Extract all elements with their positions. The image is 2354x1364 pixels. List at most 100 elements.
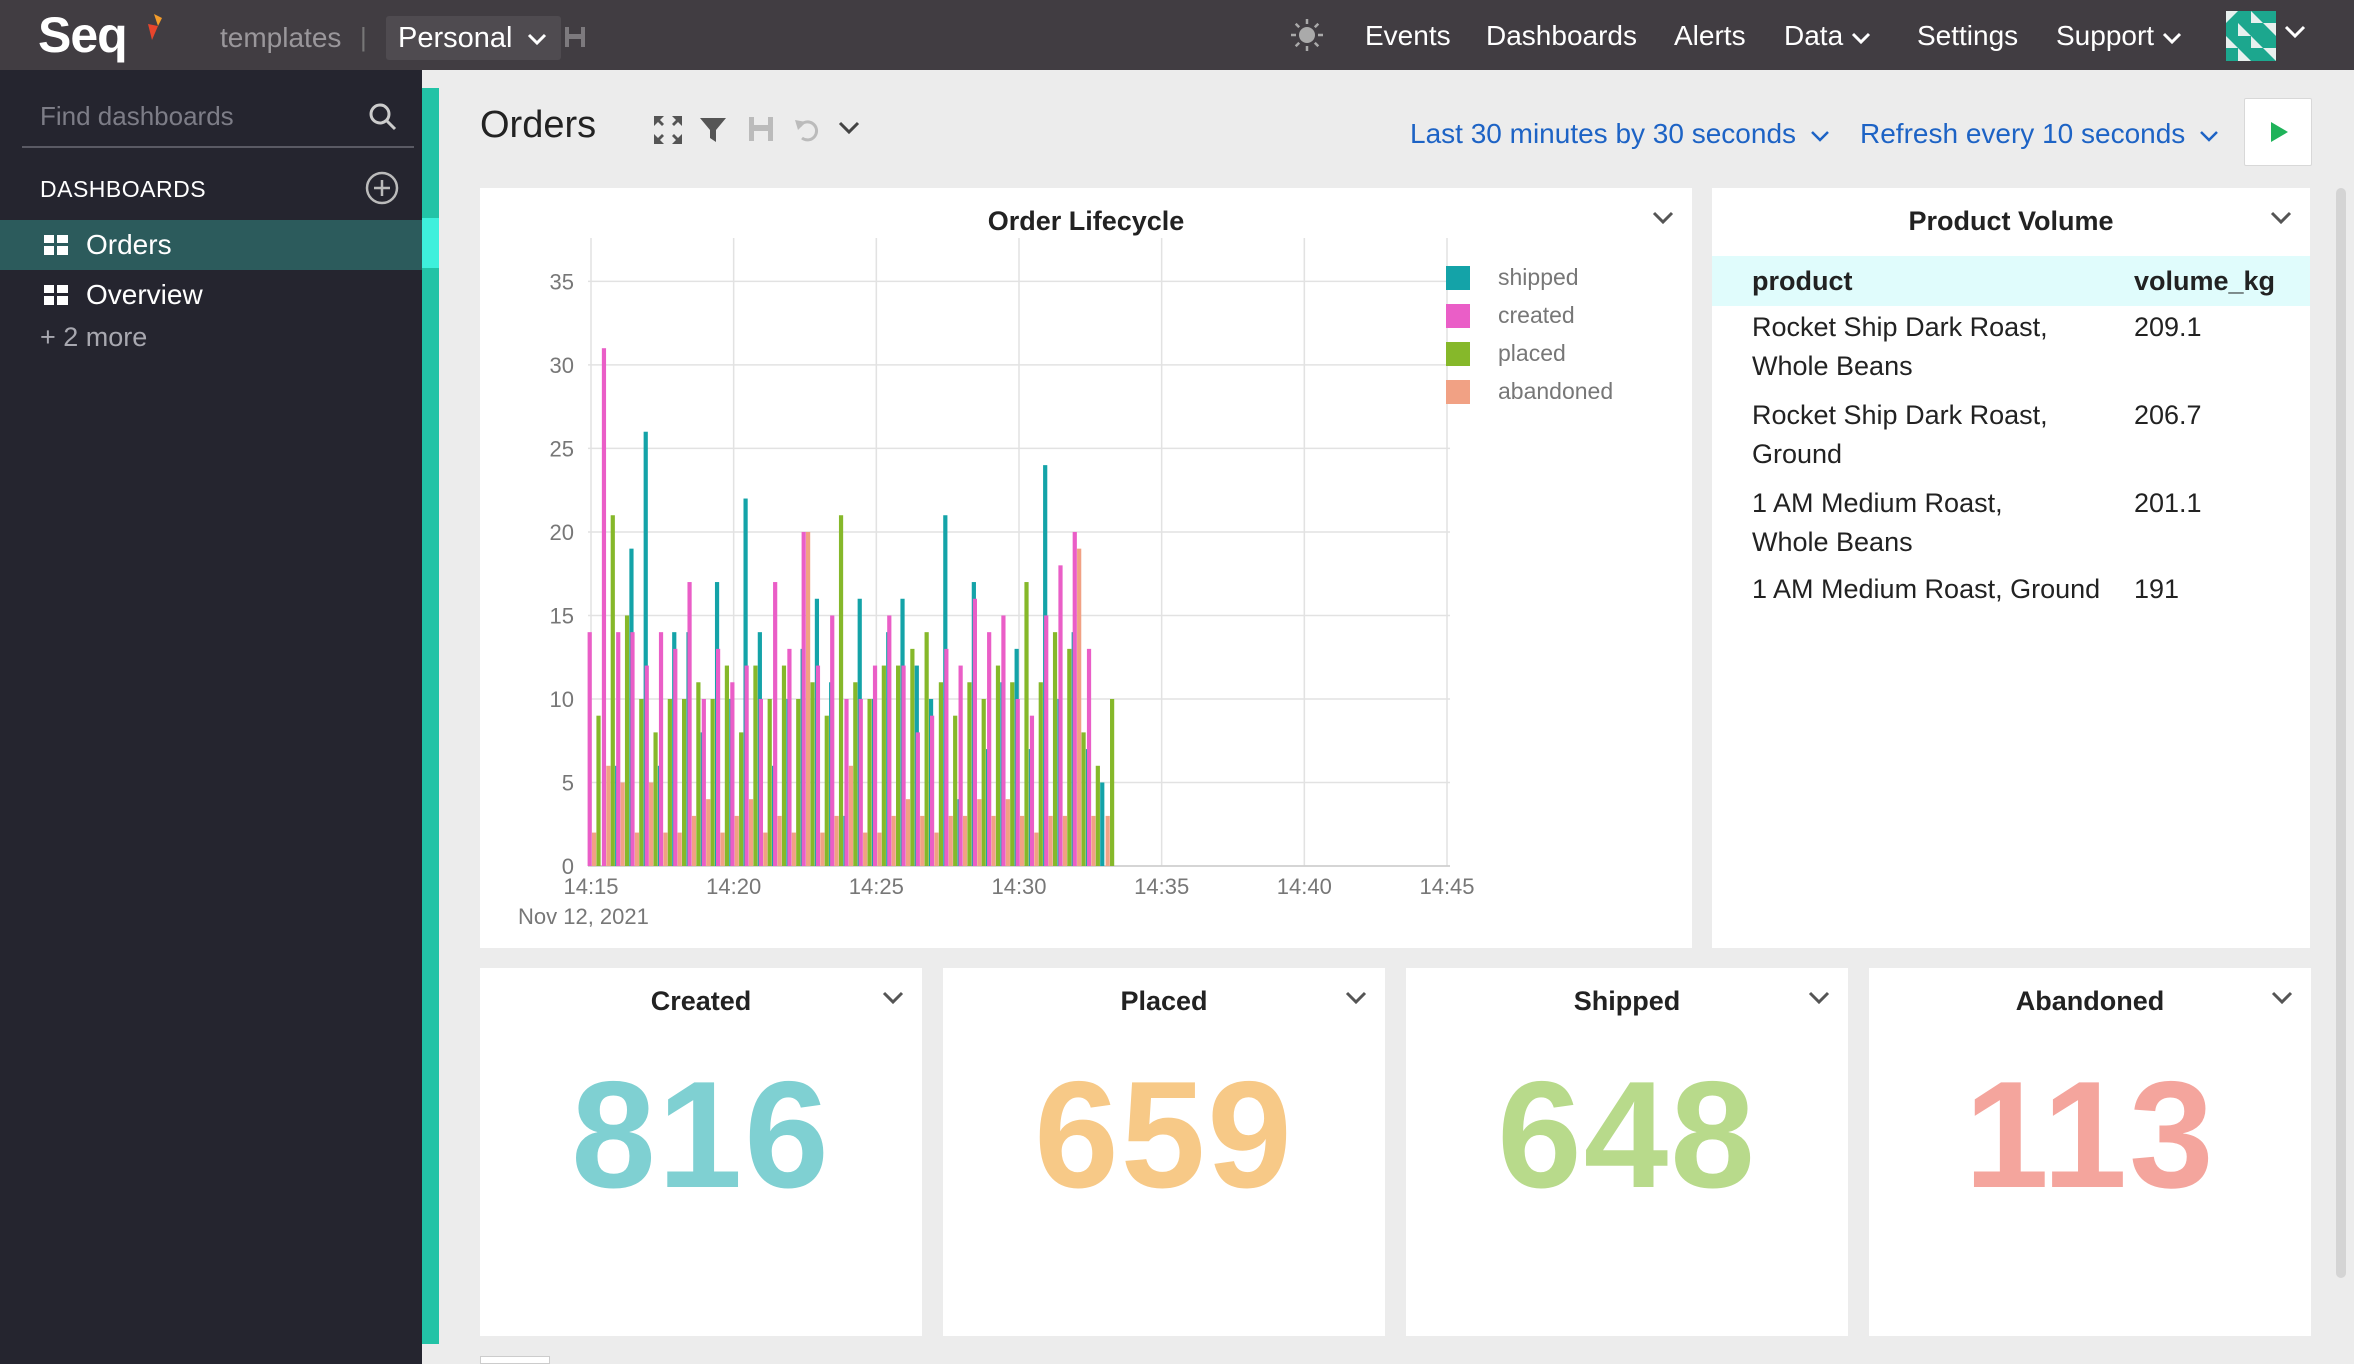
seq-logo[interactable]: Seq [38, 7, 128, 63]
bar-placed[interactable] [824, 715, 829, 866]
bar-abandoned[interactable] [905, 799, 911, 866]
add-dashboard-icon[interactable] [364, 170, 400, 206]
bar-abandoned[interactable] [1034, 832, 1039, 866]
bar-created[interactable] [872, 665, 878, 866]
search-icon[interactable] [368, 102, 398, 132]
bar-created[interactable] [687, 582, 692, 866]
bar-placed[interactable] [981, 698, 986, 866]
bar-created[interactable] [630, 632, 635, 866]
legend-item-shipped[interactable]: shipped [1446, 264, 1579, 291]
bar-placed[interactable] [1067, 648, 1072, 866]
run-button[interactable] [2244, 98, 2312, 166]
bar-placed[interactable] [1038, 682, 1043, 866]
bar-abandoned[interactable] [1062, 815, 1068, 866]
bar-created[interactable] [744, 665, 749, 866]
bar-abandoned[interactable] [634, 832, 640, 866]
bar-abandoned[interactable] [991, 815, 996, 866]
bar-abandoned[interactable] [1077, 548, 1082, 866]
chevron-down-icon[interactable] [2284, 24, 2306, 40]
bar-abandoned[interactable] [720, 832, 725, 866]
bar-abandoned[interactable] [877, 832, 882, 866]
bar-created[interactable] [644, 665, 649, 866]
chevron-down-icon[interactable] [882, 990, 904, 1006]
bar-created[interactable] [787, 648, 792, 866]
nav-settings[interactable]: Settings [1917, 20, 2019, 51]
bar-created[interactable] [987, 632, 992, 866]
bar-abandoned[interactable] [791, 832, 796, 866]
bar-abandoned[interactable] [848, 765, 854, 866]
bar-placed[interactable] [653, 732, 658, 866]
user-avatar[interactable] [2226, 11, 2276, 61]
bar-abandoned[interactable] [706, 799, 711, 866]
bar-created[interactable] [658, 632, 664, 866]
bar-placed[interactable] [1024, 582, 1029, 866]
bar-created[interactable] [730, 682, 735, 866]
bar-placed[interactable] [739, 732, 744, 866]
bar-abandoned[interactable] [748, 799, 754, 866]
chevron-down-icon[interactable] [1345, 990, 1367, 1006]
bar-abandoned[interactable] [606, 765, 611, 866]
bar-abandoned[interactable] [920, 815, 925, 866]
nav-support[interactable]: Support [2056, 20, 2182, 52]
bar-created[interactable] [929, 715, 935, 866]
bar-abandoned[interactable] [691, 815, 697, 866]
bar-created[interactable] [758, 698, 763, 866]
bar-created[interactable] [616, 632, 621, 866]
bar-placed[interactable] [710, 698, 715, 866]
bar-abandoned[interactable] [734, 815, 739, 866]
bar-created[interactable] [673, 648, 678, 866]
bar-abandoned[interactable] [806, 531, 811, 866]
refresh-selector[interactable]: Refresh every 10 seconds [1860, 118, 2219, 150]
bar-abandoned[interactable] [834, 815, 839, 866]
bar-abandoned[interactable] [1005, 799, 1010, 866]
personal-selector[interactable]: Personal [386, 16, 561, 60]
bar-abandoned[interactable] [962, 815, 968, 866]
bar-abandoned[interactable] [677, 832, 682, 866]
bar-abandoned[interactable] [1091, 815, 1096, 866]
save-icon[interactable] [564, 26, 586, 48]
bar-placed[interactable] [696, 682, 701, 866]
bar-placed[interactable] [938, 682, 944, 866]
bar-abandoned[interactable] [948, 815, 953, 866]
bar-abandoned[interactable] [820, 832, 825, 866]
save-dashboard-icon[interactable] [748, 116, 774, 142]
bar-placed[interactable] [667, 698, 672, 866]
bar-created[interactable] [601, 348, 607, 867]
bar-shipped[interactable] [1100, 782, 1105, 866]
bar-created[interactable] [587, 632, 592, 866]
bar-abandoned[interactable] [663, 832, 668, 866]
bar-created[interactable] [773, 582, 778, 866]
workspace-label[interactable]: templates [220, 22, 342, 53]
bar-abandoned[interactable] [977, 799, 982, 866]
bar-placed[interactable] [967, 682, 972, 866]
bar-placed[interactable] [838, 515, 844, 866]
bar-placed[interactable] [953, 715, 958, 866]
bottom-panel-tab[interactable] [480, 1356, 550, 1364]
bar-placed[interactable] [1052, 632, 1058, 866]
bar-created[interactable] [958, 665, 963, 866]
bar-placed[interactable] [767, 698, 772, 866]
sidebar-more-link[interactable]: + 2 more [40, 322, 148, 352]
nav-alerts[interactable]: Alerts [1674, 20, 1746, 51]
bar-created[interactable] [1044, 615, 1049, 866]
bar-placed[interactable] [724, 665, 730, 866]
bar-shipped[interactable] [643, 431, 648, 866]
bar-created[interactable] [887, 615, 892, 866]
chevron-down-icon[interactable] [2270, 210, 2292, 226]
bar-created[interactable] [1072, 531, 1077, 866]
bar-placed[interactable] [781, 665, 787, 866]
bar-created[interactable] [1001, 615, 1006, 866]
bar-created[interactable] [1058, 565, 1063, 866]
bar-placed[interactable] [753, 665, 758, 866]
theme-toggle-icon[interactable] [1290, 18, 1324, 52]
bar-placed[interactable] [867, 698, 872, 866]
bar-placed[interactable] [624, 615, 630, 866]
bar-placed[interactable] [810, 682, 815, 866]
bar-abandoned[interactable] [592, 832, 597, 866]
bar-created[interactable] [815, 665, 821, 866]
bar-created[interactable] [701, 698, 706, 866]
undo-icon[interactable] [794, 116, 822, 144]
time-range-selector[interactable]: Last 30 minutes by 30 seconds [1410, 118, 1830, 150]
bar-abandoned[interactable] [1048, 815, 1053, 866]
bar-abandoned[interactable] [777, 815, 782, 866]
